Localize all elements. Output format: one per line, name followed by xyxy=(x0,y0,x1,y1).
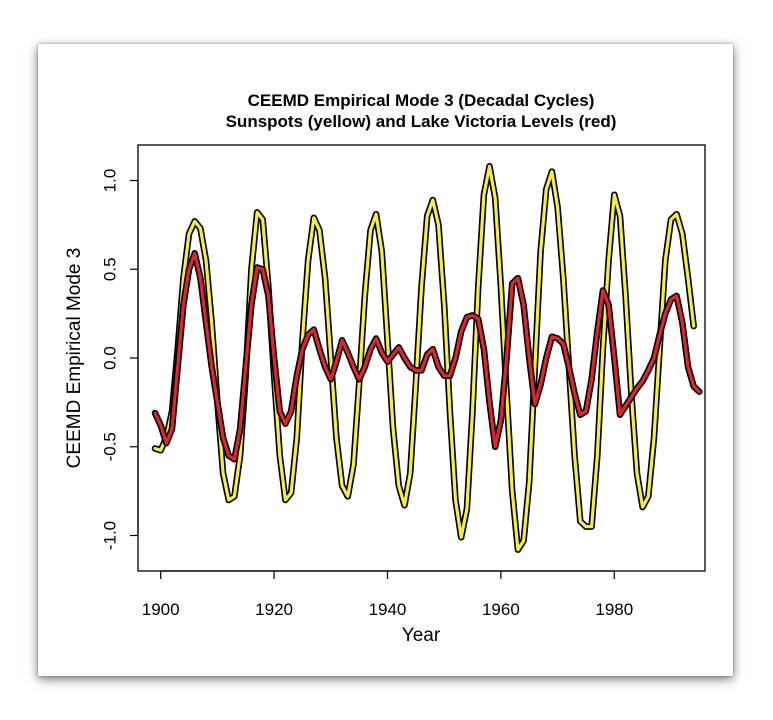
x-tick-label: 1960 xyxy=(482,600,520,619)
y-tick-label: 0.0 xyxy=(101,346,120,370)
x-tick-label: 1940 xyxy=(369,600,407,619)
y-tick-label: -1.0 xyxy=(101,521,120,550)
series-layer xyxy=(151,163,703,553)
y-tick-label: -0.5 xyxy=(101,432,120,461)
chart-title: CEEMD Empirical Mode 3 (Decadal Cycles) xyxy=(248,91,595,110)
x-axis-label: Year xyxy=(402,625,441,646)
x-tick-label: 1980 xyxy=(595,600,633,619)
x-tick-label: 1920 xyxy=(255,600,293,619)
chart-subtitle: Sunspots (yellow) and Lake Victoria Leve… xyxy=(226,112,617,131)
y-axis-label: CEEMD Empirical Mode 3 xyxy=(64,248,85,469)
series-line-lake-victoria-levels xyxy=(153,251,701,461)
y-tick-label: 0.5 xyxy=(101,257,120,281)
x-tick-label: 1900 xyxy=(142,600,180,619)
x-axis: 1900 1920 1940 1960 1980 xyxy=(142,570,633,619)
y-tick-label: 1.0 xyxy=(101,169,120,193)
y-axis: -1.0 -0.5 0.0 0.5 1.0 xyxy=(101,169,139,550)
